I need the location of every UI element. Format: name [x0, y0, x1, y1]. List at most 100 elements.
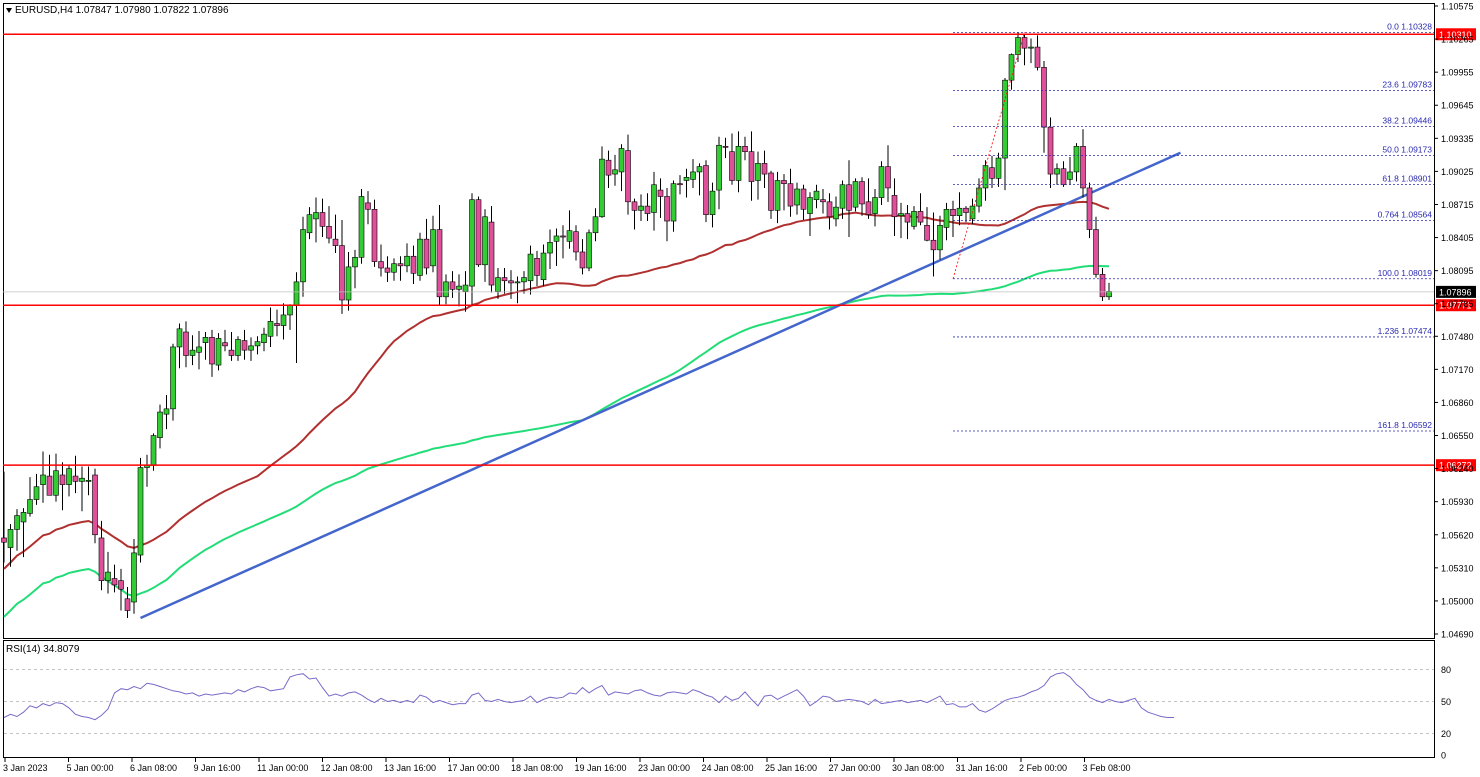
collapse-triangle-icon[interactable] [6, 7, 12, 13]
candle-body [241, 340, 248, 351]
candle-body [287, 305, 293, 316]
candle-body [833, 206, 839, 220]
candle-body [326, 226, 332, 239]
candle-body [670, 183, 677, 222]
candle-body [20, 512, 27, 523]
candle-body [469, 199, 475, 287]
candle-body [846, 184, 852, 211]
candle-body [404, 255, 410, 267]
candle-body [215, 338, 222, 366]
time-tick-label: 11 Jan 00:00 [257, 763, 308, 773]
candle-body [1002, 79, 1008, 159]
candle-body [521, 277, 527, 283]
candle-body [482, 216, 488, 266]
candle-body [553, 235, 560, 242]
time-tick-label: 18 Jan 08:00 [511, 763, 563, 773]
level-price-label: 1.06272 [1439, 461, 1472, 471]
candle-body [930, 239, 937, 251]
moving-average-fast [3, 264, 1110, 618]
fib-level-label: 50.0 1.09173 [1382, 145, 1432, 155]
level-price-tag [1436, 459, 1476, 472]
candle-body [800, 188, 807, 210]
time-tick-label: 19 Jan 16:00 [575, 763, 627, 773]
open-value: 1.07847 [75, 5, 112, 16]
trendline[interactable] [139, 151, 1182, 620]
candle-body [46, 475, 53, 496]
candle-body [690, 171, 696, 180]
main-pane-border [3, 3, 1435, 639]
candle-body [306, 214, 313, 234]
candle-body [794, 188, 800, 206]
candle-body [1034, 46, 1041, 68]
candle-body [358, 196, 365, 258]
candle-body [586, 232, 592, 269]
candle-body [111, 578, 118, 586]
candle-body [118, 580, 124, 590]
candle-body [1086, 187, 1093, 230]
candle-body [547, 242, 553, 254]
fib-level-label: 1.236 1.07474 [1378, 326, 1433, 336]
candle-body [852, 181, 859, 208]
price-tick-label: 1.06860 [1441, 398, 1474, 408]
candle-body [1067, 171, 1073, 180]
price-tick-label: 1.08095 [1441, 266, 1474, 276]
candle-body [267, 321, 274, 337]
fibonacci-levels[interactable]: 0.0 1.10328 23.6 1.09783 38.2 1.09446 50.0 … [952, 21, 1434, 432]
candle-body [371, 208, 378, 262]
candle-body [579, 251, 586, 269]
candle-body [534, 258, 540, 276]
candle-body [384, 267, 391, 273]
candle-body [911, 211, 917, 227]
horizontal-levels[interactable]: 1.10310 1.07771 1.06272 1.07896 [3, 28, 1476, 472]
candle-body [365, 202, 371, 210]
candle-body [651, 184, 657, 213]
candle-body [703, 165, 709, 215]
candle-body [345, 266, 352, 301]
candle-body [449, 281, 456, 290]
candle-body [605, 159, 612, 176]
candle-body [573, 231, 579, 253]
candle-body [27, 499, 33, 514]
candle-body [183, 331, 189, 356]
high-value: 1.07980 [114, 5, 151, 16]
candle-body [943, 208, 950, 228]
level-price-tag [1436, 299, 1476, 312]
low-value: 1.07822 [153, 5, 190, 16]
candle-body [293, 281, 300, 306]
time-tick-label: 30 Jan 08:00 [892, 763, 944, 773]
candle-body [157, 411, 163, 438]
candle-body [1106, 291, 1112, 298]
candle-body [722, 146, 729, 148]
candle-body [989, 167, 995, 179]
candle-body [462, 284, 469, 292]
level-price-label: 1.07771 [1439, 301, 1472, 311]
candle-body [475, 199, 482, 266]
candle-body [937, 224, 943, 251]
rsi-tick-label: 20 [1441, 729, 1451, 739]
price-tick-label: 1.04690 [1441, 630, 1474, 640]
rsi-tick-label: 80 [1441, 665, 1451, 675]
rsi-tick-label: 0 [1441, 751, 1446, 761]
candle-body [1041, 67, 1047, 128]
rsi-line [3, 672, 1174, 721]
candle-body [826, 201, 833, 218]
candle-body [872, 197, 878, 214]
time-tick-label: 17 Jan 00:00 [448, 763, 500, 773]
candle-body [735, 146, 742, 181]
rsi-pane-border [3, 640, 1435, 758]
candle-body [124, 598, 131, 611]
candle-body [774, 180, 781, 211]
time-tick-label: 24 Jan 08:00 [702, 763, 754, 773]
candle-body [196, 346, 202, 353]
candle-body [202, 337, 209, 343]
candle-body [59, 474, 66, 485]
candle-body [98, 537, 105, 581]
candle-body [397, 263, 404, 267]
rsi-tick-label: 50 [1441, 697, 1451, 707]
moving-average-slow [3, 200, 1110, 570]
candle-body [248, 345, 254, 351]
candle-body [820, 199, 826, 203]
candle-body [625, 150, 631, 203]
price-tick-label: 1.08405 [1441, 233, 1474, 243]
candle-body [1021, 37, 1028, 49]
